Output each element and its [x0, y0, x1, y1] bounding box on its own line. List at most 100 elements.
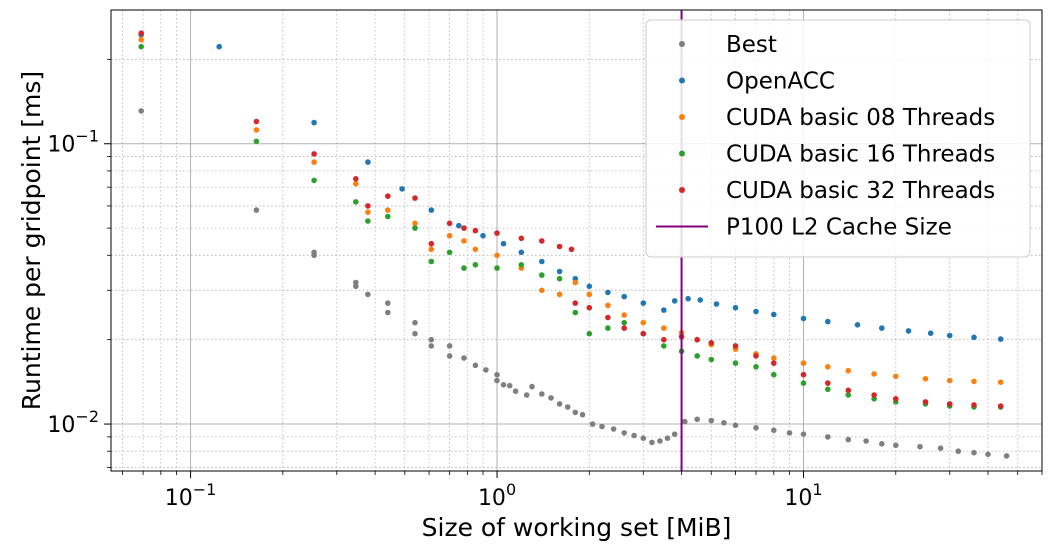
data-point — [564, 404, 571, 410]
data-point — [556, 268, 563, 275]
data-point — [800, 431, 807, 438]
data-point — [871, 371, 877, 377]
data-point — [494, 371, 500, 378]
data-point — [428, 343, 435, 349]
data-point — [385, 193, 391, 199]
axis-ticks: 10−1 100 101 10−2 10−1 — [47, 58, 1043, 511]
data-point — [682, 418, 688, 425]
data-point — [825, 364, 831, 370]
data-point — [694, 336, 700, 343]
data-point — [694, 353, 700, 359]
data-point — [428, 240, 435, 247]
legend-marker — [679, 187, 685, 193]
data-point — [572, 279, 579, 286]
data-point — [446, 232, 453, 239]
x-axis-label: Size of working set [MiB] — [422, 513, 732, 542]
data-point — [365, 203, 371, 209]
data-point — [446, 353, 453, 359]
data-point — [661, 343, 667, 349]
data-point — [937, 445, 944, 452]
data-point — [871, 392, 877, 398]
data-point — [661, 336, 667, 343]
data-point — [529, 383, 535, 390]
data-point — [461, 225, 467, 231]
data-point — [697, 297, 703, 303]
data-point — [825, 318, 831, 325]
data-point — [472, 246, 479, 253]
data-point — [365, 159, 371, 165]
x-tick-label: 101 — [784, 480, 822, 511]
data-point — [556, 275, 563, 282]
data-point — [997, 336, 1004, 342]
data-point — [253, 138, 260, 145]
data-point — [893, 373, 899, 380]
data-point — [494, 252, 500, 259]
data-point — [771, 355, 777, 361]
data-points — [138, 30, 1010, 459]
data-point — [138, 36, 144, 43]
data-point — [854, 322, 861, 328]
data-point — [708, 417, 715, 424]
data-point — [548, 395, 554, 401]
data-point — [568, 246, 575, 253]
data-point — [586, 304, 593, 311]
data-point — [586, 283, 593, 290]
data-point — [927, 330, 934, 337]
legend-box — [645, 19, 1031, 258]
data-point — [971, 402, 977, 408]
data-point — [311, 177, 317, 184]
data-point — [461, 355, 467, 361]
data-point — [385, 213, 391, 220]
data-point — [621, 312, 627, 318]
data-point — [494, 265, 500, 271]
data-point — [428, 336, 435, 343]
legend-label: P100 L2 Cache Size — [726, 215, 952, 241]
data-point — [512, 388, 519, 395]
data-point — [955, 448, 962, 455]
data-point — [879, 441, 885, 447]
data-point — [353, 176, 359, 182]
data-point — [138, 43, 144, 50]
plot-frame — [110, 9, 1043, 472]
data-point — [800, 380, 807, 386]
data-point — [825, 386, 831, 393]
data-point — [523, 392, 530, 398]
legend-marker — [679, 77, 685, 84]
data-point — [385, 300, 391, 306]
data-point — [631, 432, 637, 439]
data-point — [412, 225, 418, 231]
data-point — [732, 360, 739, 366]
data-point — [845, 367, 852, 374]
data-point — [589, 421, 596, 427]
data-point — [365, 209, 371, 215]
data-point — [971, 334, 977, 341]
data-point — [518, 235, 525, 242]
legend-marker — [679, 150, 685, 157]
data-point — [539, 272, 545, 278]
data-point — [506, 382, 513, 389]
data-point — [997, 379, 1004, 386]
data-point — [456, 222, 462, 229]
data-point — [311, 151, 317, 157]
data-point — [971, 449, 977, 456]
data-point — [905, 328, 912, 334]
data-point — [556, 401, 563, 407]
data-point — [472, 227, 479, 234]
data-point — [753, 353, 759, 359]
data-point — [461, 265, 467, 271]
data-point — [732, 304, 739, 311]
data-point — [661, 307, 667, 313]
data-point — [640, 319, 647, 326]
data-point — [494, 230, 500, 236]
data-point — [800, 360, 807, 366]
data-point — [664, 435, 671, 442]
data-point — [138, 108, 144, 114]
data-point — [428, 246, 435, 253]
y-axis-label: Runtime per gridpoint [ms] — [17, 71, 46, 410]
data-point — [753, 364, 759, 370]
data-point — [586, 330, 593, 337]
data-point — [732, 343, 739, 349]
data-point — [713, 301, 720, 307]
data-point — [446, 220, 453, 227]
data-point — [893, 396, 899, 402]
